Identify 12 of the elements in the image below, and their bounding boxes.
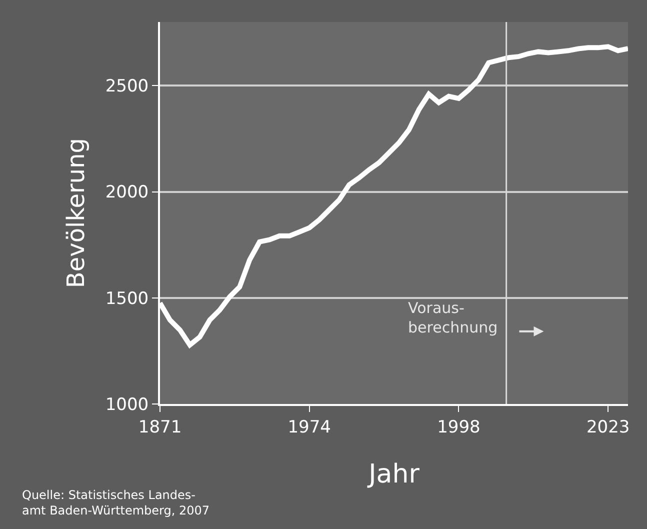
y-tick-label: 1000 bbox=[105, 394, 149, 415]
x-tick-label: 1871 bbox=[138, 417, 182, 438]
y-tick-label: 2000 bbox=[105, 182, 149, 203]
x-axis-title: Jahr bbox=[366, 460, 420, 490]
y-axis-title: Bevölkerung bbox=[62, 138, 90, 288]
y-tick-label: 1500 bbox=[105, 288, 149, 309]
x-tick-label: 1974 bbox=[288, 417, 331, 438]
x-tick-label: 2023 bbox=[586, 417, 630, 438]
x-tick-label: 1998 bbox=[437, 417, 480, 438]
y-tick-label: 2500 bbox=[105, 76, 149, 97]
annotation: Voraus- berechnung bbox=[408, 299, 498, 336]
source-note: Quelle: Statistisches Landes- amt Baden-Württemberg, 2007 bbox=[22, 488, 210, 518]
